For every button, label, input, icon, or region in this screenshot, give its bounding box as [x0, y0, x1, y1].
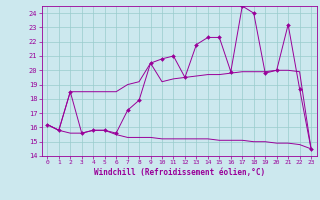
X-axis label: Windchill (Refroidissement éolien,°C): Windchill (Refroidissement éolien,°C): [94, 168, 265, 177]
